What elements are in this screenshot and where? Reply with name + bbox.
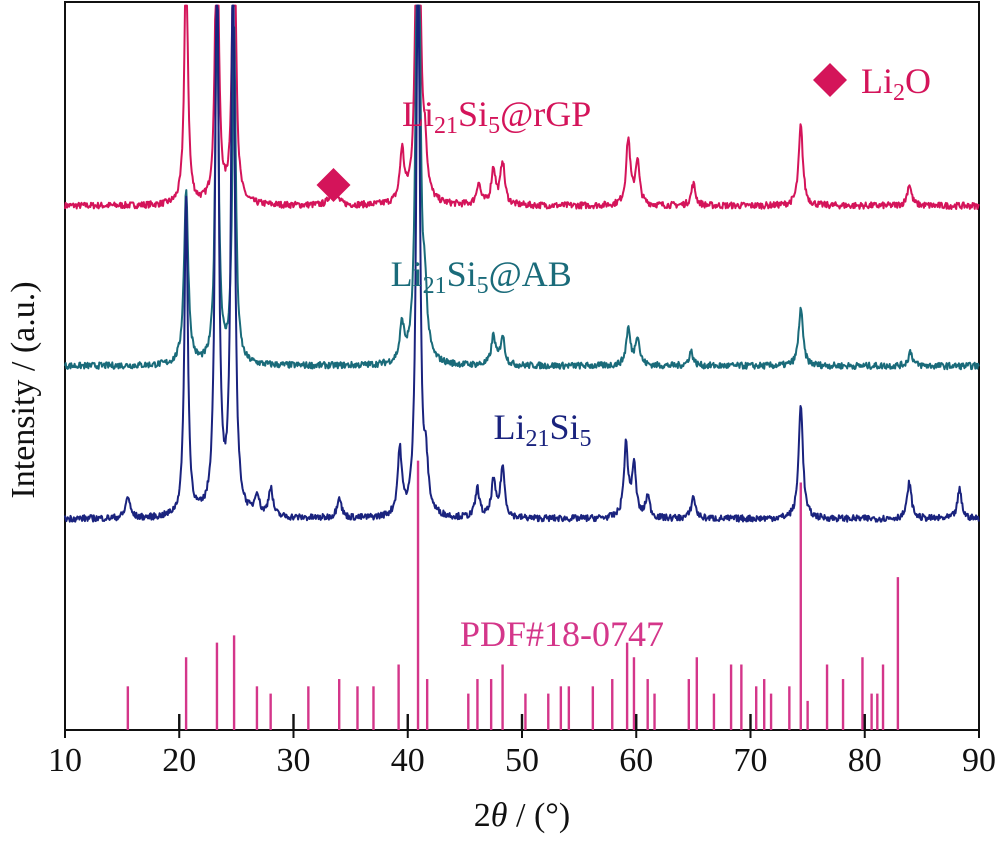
x-axis-label-prefix: 2	[474, 797, 491, 834]
series-label-part: Si	[447, 254, 477, 294]
series-label-part: @AB	[489, 254, 572, 294]
series-label: Li21Si5	[493, 407, 591, 452]
x-tick-label: 20	[162, 742, 196, 779]
series-label: Li21Si5@AB	[391, 254, 572, 299]
x-tick-label: 50	[505, 742, 539, 779]
x-tick-label: 90	[962, 742, 996, 779]
series-label-sub: 21	[525, 426, 549, 452]
legend-label-part: Li	[861, 61, 893, 101]
series-label-sub: 5	[477, 273, 489, 299]
x-tick-label: 60	[619, 742, 653, 779]
series-label-sub: 5	[579, 426, 591, 452]
li2o-peak-diamond-marker	[316, 168, 351, 202]
x-axis-label-theta: θ	[491, 797, 508, 834]
series-label-sub: 21	[423, 273, 447, 299]
x-tick-label: 70	[734, 742, 768, 779]
legend-diamond-marker	[813, 63, 847, 97]
series-label-part: Li	[402, 94, 434, 134]
reference-lines	[126, 460, 900, 730]
y-axis-label: Intensity / (a.u.)	[5, 281, 42, 498]
x-axis-ticks: 10 20 30 40 50 60 70 80 90	[48, 730, 996, 779]
reference-label: PDF#18-0747	[460, 614, 664, 654]
series-line	[64, 4, 980, 523]
series-label-part: Li	[391, 254, 423, 294]
x-axis-label-suffix: / (°)	[508, 797, 571, 834]
legend-label-sub: 2	[893, 80, 905, 106]
x-axis-label: 2θ / (°)	[474, 797, 570, 834]
series-label-sub: 5	[488, 113, 500, 139]
x-tick-label: 10	[48, 742, 82, 779]
series-label-part: Si	[458, 94, 488, 134]
series-label-part: Si	[549, 407, 579, 447]
series-label-part: Li	[493, 407, 525, 447]
x-tick-label: 30	[277, 742, 311, 779]
series-lines	[64, 4, 980, 523]
series-label: Li21Si5@rGP	[402, 94, 591, 139]
markers: Li2O	[316, 61, 931, 202]
x-tick-label: 40	[391, 742, 425, 779]
series-label-sub: 21	[434, 113, 458, 139]
legend-label-part: O	[905, 61, 931, 101]
x-tick-label: 80	[848, 742, 882, 779]
legend-label: Li2O	[861, 61, 931, 106]
series-line	[64, 4, 980, 371]
series-label-part: @rGP	[500, 94, 591, 134]
